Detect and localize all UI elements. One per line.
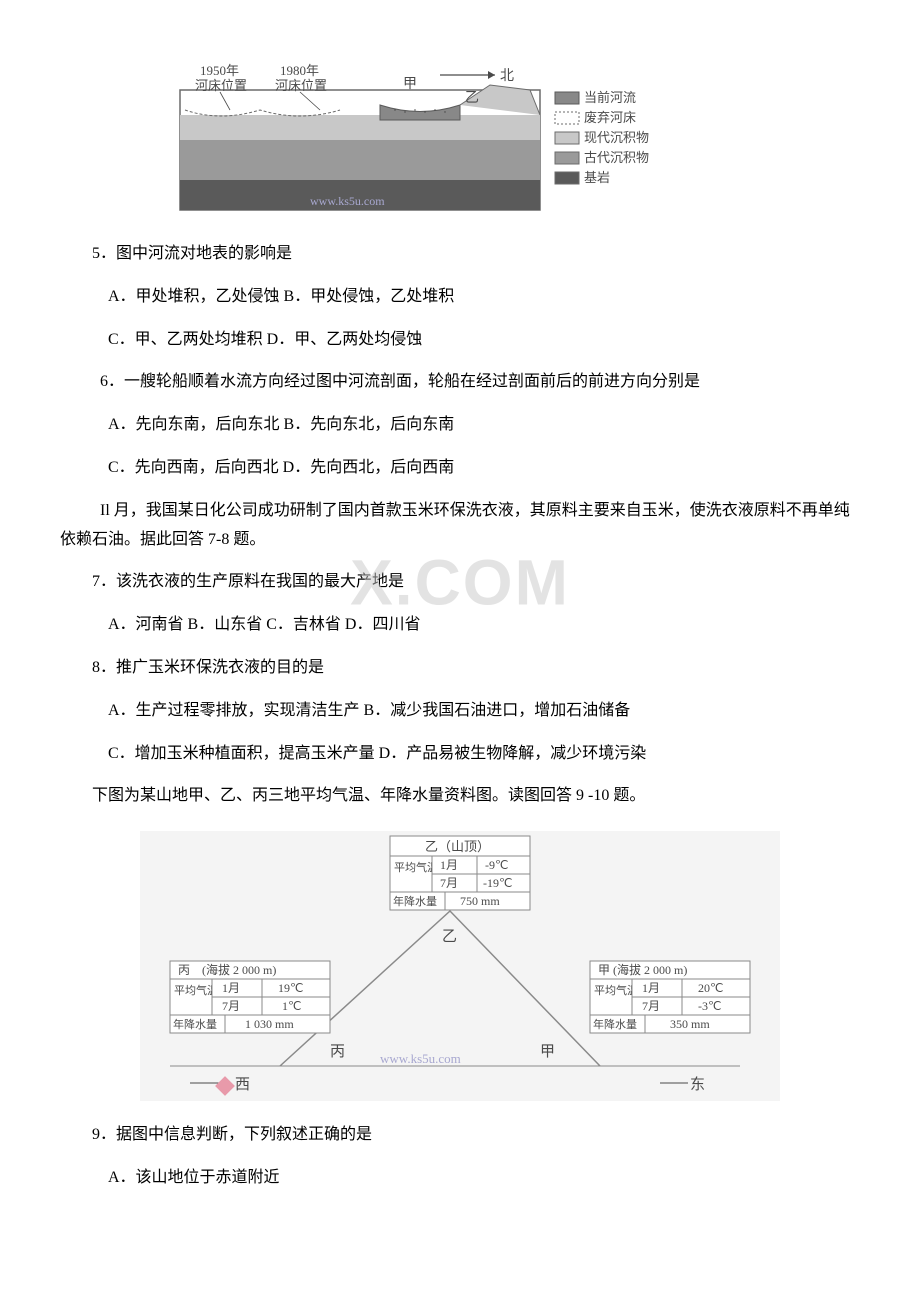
y1950: 1950年 — [200, 63, 239, 78]
jia-avg: 平均气温 — [594, 983, 638, 997]
passage-2: Il 月，我国某日化公司成功研制了国内首款玉米环保洗衣液，其原料主要来自玉米，使… — [60, 497, 860, 555]
label-jia: 甲 — [403, 77, 417, 92]
passage-3: 下图为某山地甲、乙、丙三地平均气温、年降水量资料图。读图回答 9 -10 题。 — [60, 782, 860, 811]
jia-m1: 1月 — [642, 981, 660, 995]
figure2-watermark: www.ks5u.com — [380, 1051, 461, 1066]
yi-m1: 1月 — [440, 858, 458, 872]
q6-stem: 6．一艘轮船顺着水流方向经过图中河流剖面，轮船在经过剖面前后的前进方向分别是 — [60, 368, 860, 397]
bing-m7: 7月 — [222, 999, 240, 1013]
yi-avg1: 平均气温 — [394, 860, 438, 874]
jia-jul: -3℃ — [698, 999, 721, 1013]
q5-opt-cd: C．甲、乙两处均堆积 D．甲、乙两处均侵蚀 — [60, 326, 860, 355]
legend-modern: 现代沉积物 — [584, 130, 649, 145]
bing-jan: 19℃ — [278, 981, 303, 995]
legend-bedrock: 基岩 — [584, 170, 610, 185]
q6-opt-ab: A．先向东南，后向东北 B．先向东北，后向东南 — [60, 411, 860, 440]
figure1-watermark: www.ks5u.com — [310, 194, 385, 208]
yi-precip-l: 年降水量 — [393, 894, 437, 908]
q9-opt-a: A．该山地位于赤道附近 — [60, 1164, 860, 1193]
yi-m7: 7月 — [440, 876, 458, 890]
y1980: 1980年 — [280, 63, 319, 78]
legend-ancient: 古代沉积物 — [584, 150, 649, 165]
legend-current: 当前河流 — [584, 90, 636, 105]
yi-jul: -19℃ — [483, 876, 512, 890]
north-label: 北 — [500, 68, 514, 84]
q6-opt-cd: C．先向西南，后向西北 D．先向西北，后向西南 — [60, 454, 860, 483]
mountain-climate-figure: 西 东 乙 丙 甲 乙（山顶） 平均气温 1月 -9℃ 7月 -19℃ 年降水量… — [140, 831, 780, 1101]
bing-jul: 1℃ — [282, 999, 301, 1013]
west-label: 西 — [235, 1077, 250, 1093]
legend-abandoned: 废弃河床 — [584, 110, 636, 125]
q8-opt-cd: C．增加玉米种植面积，提高玉米产量 D．产品易被生物降解，减少环境污染 — [60, 740, 860, 769]
yi-jan: -9℃ — [485, 858, 508, 872]
jia-title: 甲 (海拔 2 000 m) — [598, 962, 687, 977]
jia-precip-l: 年降水量 — [593, 1017, 637, 1031]
bing-avg: 平均气温 — [174, 983, 218, 997]
bing-precip: 1 030 mm — [245, 1017, 294, 1031]
bing-m1: 1月 — [222, 981, 240, 995]
q5-stem: 5．图中河流对地表的影响是 — [60, 240, 860, 269]
q8-stem: 8．推广玉米环保洗衣液的目的是 — [60, 654, 860, 683]
east-label: 东 — [690, 1076, 705, 1093]
q7-opts: A．河南省 B．山东省 C．吉林省 D．四川省 — [60, 611, 860, 640]
jia-precip: 350 mm — [670, 1017, 710, 1031]
mtn-jia: 甲 — [540, 1044, 555, 1060]
q9-stem: 9．据图中信息判断，下列叙述正确的是 — [60, 1121, 860, 1150]
mtn-yi: 乙 — [442, 929, 457, 945]
q7-stem: 7．该洗衣液的生产原料在我国的最大产地是 — [60, 568, 860, 597]
bedpos2: 河床位置 — [275, 78, 327, 93]
bing-precip-l: 年降水量 — [173, 1017, 217, 1031]
label-yi: 乙 — [465, 90, 479, 106]
q8-opt-ab: A．生产过程零排放，实现清洁生产 B．减少我国石油进口，增加石油储备 — [60, 697, 860, 726]
bing-title: 丙 (海拔 2 000 m) — [178, 962, 276, 977]
jia-m7: 7月 — [642, 999, 660, 1013]
mtn-bing: 丙 — [330, 1044, 345, 1060]
jia-jan: 20℃ — [698, 981, 723, 995]
yi-precip: 750 mm — [460, 894, 500, 908]
yi-title: 乙（山顶） — [425, 839, 490, 854]
bedpos1: 河床位置 — [195, 78, 247, 93]
q5-opt-ab: A．甲处堆积，乙处侵蚀 B．甲处侵蚀，乙处堆积 — [60, 283, 860, 312]
river-cross-section-figure: 甲 乙 北 1950年 1980年 河床位置 河床位置 当前河流 废弃河床 现代… — [160, 60, 670, 220]
